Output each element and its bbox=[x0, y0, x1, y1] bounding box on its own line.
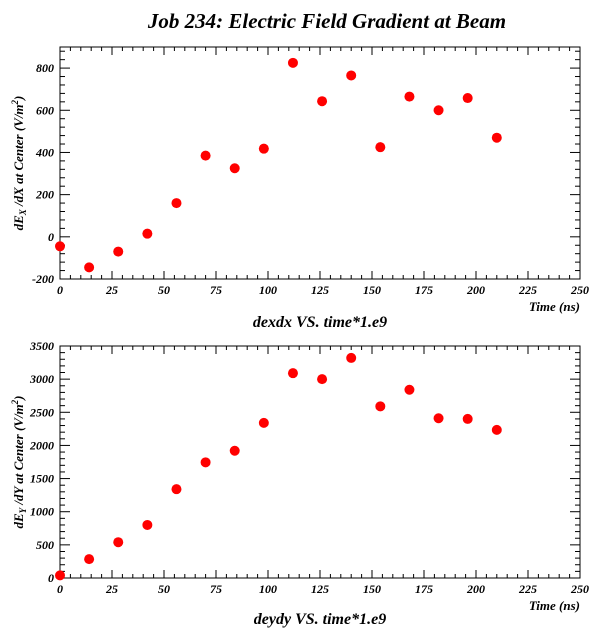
data-point bbox=[433, 413, 444, 424]
y-axis-label-part: ) bbox=[11, 96, 26, 101]
x-axis-label: Time (ns) bbox=[529, 299, 580, 314]
data-point bbox=[404, 91, 415, 102]
data-point bbox=[258, 143, 269, 154]
data-point bbox=[171, 198, 182, 209]
y-tick-label: 0 bbox=[48, 230, 54, 244]
page-title: Job 234: Electric Field Gradient at Beam bbox=[147, 9, 506, 33]
data-point bbox=[287, 57, 298, 68]
x-tick-label: 250 bbox=[570, 582, 589, 596]
data-point bbox=[287, 368, 298, 379]
x-tick-label: 200 bbox=[466, 283, 485, 297]
data-point bbox=[491, 132, 502, 143]
x-tick-label: 75 bbox=[210, 582, 222, 596]
y-tick-label: 500 bbox=[36, 538, 54, 552]
y-axis-label: dEX /dX at Center (V/m2) bbox=[10, 96, 28, 231]
x-tick-label: 175 bbox=[415, 283, 433, 297]
data-point bbox=[317, 374, 328, 385]
data-point bbox=[491, 424, 502, 435]
chart-panel-dexdx: 0 25 50 75 100 125 150 175 200 225 250-20002004006… bbox=[10, 46, 589, 331]
y-tick-label: 0 bbox=[48, 571, 54, 585]
y-tick-label: 2000 bbox=[29, 438, 54, 452]
y-tick-label: 800 bbox=[36, 61, 54, 75]
data-point bbox=[375, 142, 386, 153]
data-point bbox=[171, 484, 182, 495]
x-tick-label: 125 bbox=[311, 283, 329, 297]
data-point bbox=[346, 352, 357, 363]
data-point bbox=[462, 93, 473, 104]
y-axis-label: dEY /dY at Center (V/m2) bbox=[10, 395, 28, 528]
data-point bbox=[404, 384, 415, 395]
y-tick-label: 2500 bbox=[29, 405, 54, 419]
x-tick-label: 0 bbox=[57, 582, 63, 596]
x-tick-label: 100 bbox=[259, 283, 277, 297]
x-axis-label: Time (ns) bbox=[529, 598, 580, 613]
data-point bbox=[55, 570, 65, 581]
x-tick-label: 200 bbox=[466, 582, 485, 596]
data-point bbox=[84, 262, 95, 273]
y-axis-label-superscript: 2 bbox=[10, 399, 20, 405]
plot-frame bbox=[59, 46, 581, 280]
x-tick-label: 100 bbox=[259, 582, 277, 596]
x-tick-label: 225 bbox=[518, 582, 537, 596]
y-tick-label: 200 bbox=[35, 188, 54, 202]
y-tick-label: 1000 bbox=[30, 505, 54, 519]
data-point bbox=[84, 554, 95, 565]
data-point bbox=[229, 163, 240, 174]
x-tick-label: 250 bbox=[570, 283, 589, 297]
chart-title: deydy VS. time*1.e9 bbox=[254, 611, 386, 628]
data-point bbox=[113, 246, 124, 257]
y-tick-label: 1500 bbox=[30, 472, 54, 486]
x-tick-label: 50 bbox=[158, 582, 170, 596]
chart-title: dexdx VS. time*1.e9 bbox=[253, 314, 387, 331]
y-tick-label: 400 bbox=[35, 145, 54, 159]
x-tick-label: 75 bbox=[210, 283, 222, 297]
data-point bbox=[229, 445, 240, 456]
data-point bbox=[55, 241, 65, 252]
data-point bbox=[258, 417, 269, 428]
y-axis-label-part: /dX at Center (V/m bbox=[11, 104, 26, 209]
data-point bbox=[346, 70, 357, 81]
y-axis-label-subscript: X bbox=[18, 208, 28, 216]
x-tick-label: 150 bbox=[363, 582, 381, 596]
x-tick-label: 25 bbox=[105, 582, 118, 596]
data-point bbox=[142, 228, 153, 239]
chart-panel-deydy: 0 25 50 75 100 125 150 175 200 225 250050010001500… bbox=[10, 339, 589, 628]
x-tick-label: 125 bbox=[311, 582, 329, 596]
data-point bbox=[317, 96, 328, 107]
y-tick-label: 600 bbox=[36, 103, 54, 117]
x-tick-label: 25 bbox=[105, 283, 118, 297]
y-tick-label: 3500 bbox=[29, 339, 54, 353]
x-tick-label: 0 bbox=[57, 283, 63, 297]
data-point bbox=[375, 401, 386, 412]
data-point bbox=[462, 413, 473, 424]
y-axis-label-subscript: Y bbox=[18, 506, 28, 513]
data-point bbox=[142, 519, 153, 530]
data-point bbox=[200, 150, 211, 161]
x-tick-label: 50 bbox=[158, 283, 170, 297]
x-tick-label: 175 bbox=[415, 582, 433, 596]
y-axis-label-part: dE bbox=[11, 215, 26, 231]
y-tick-label: 3000 bbox=[29, 372, 54, 386]
data-point bbox=[433, 105, 444, 116]
x-tick-label: 225 bbox=[518, 283, 537, 297]
y-axis-label-part: ) bbox=[11, 395, 26, 400]
data-point bbox=[113, 537, 124, 548]
y-axis-label-part: dE bbox=[11, 513, 26, 529]
y-tick-label: -200 bbox=[32, 272, 54, 286]
x-tick-label: 150 bbox=[363, 283, 381, 297]
y-axis-label-part: /dY at Center (V/m bbox=[11, 404, 26, 508]
data-point bbox=[200, 457, 211, 468]
y-axis-label-superscript: 2 bbox=[10, 99, 20, 105]
